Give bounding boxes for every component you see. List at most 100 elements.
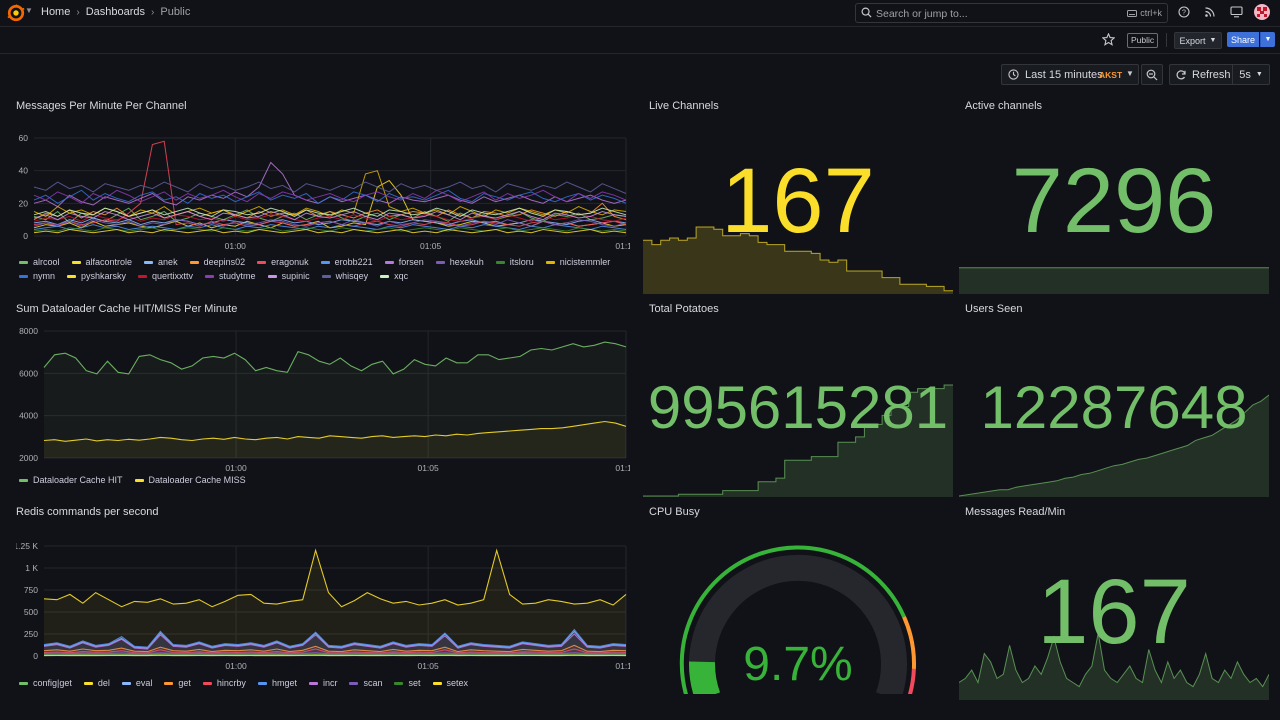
panel-dataloader[interactable]: Sum Dataloader Cache HIT/MISS Per Minute… <box>16 303 630 493</box>
x-tick-label: 01:10 <box>615 241 630 251</box>
legend-item[interactable]: whisqey <box>321 271 369 281</box>
legend-item[interactable]: setex <box>432 678 468 688</box>
legend-swatch <box>384 260 394 264</box>
zoom-out-button[interactable] <box>1141 64 1163 85</box>
legend-item[interactable]: itsloru <box>495 257 534 267</box>
panel-cpu-busy[interactable]: CPU Busy 9.7% <box>643 506 953 700</box>
legend-item[interactable]: nymn <box>19 271 55 281</box>
messages-chart[interactable]: 60 40 20 0 01:00 01:05 01:10 <box>16 126 630 281</box>
export-button[interactable]: Export ▼ <box>1174 32 1222 49</box>
series-line-anek[interactable] <box>33 217 627 226</box>
legend-item[interactable]: eragonuk <box>257 257 309 267</box>
legend-item[interactable]: incr <box>308 678 338 688</box>
panel-title: Active channels <box>965 100 1043 112</box>
breadcrumb-dashboards[interactable]: Dashboards <box>85 6 146 18</box>
grafana-logo-icon[interactable] <box>7 4 25 22</box>
legend-item[interactable]: set <box>394 678 421 688</box>
user-avatar-icon[interactable] <box>1254 4 1270 20</box>
legend-swatch <box>349 681 359 685</box>
legend-item[interactable]: hexekuh <box>435 257 484 267</box>
legend-label: nicistemmler <box>559 257 611 267</box>
series-line-dataloader-cache-hit[interactable] <box>43 341 627 375</box>
legend-label: anek <box>158 257 178 267</box>
legend-item[interactable]: pyshkarsky <box>67 271 126 281</box>
time-range-picker[interactable]: Last 15 minutes AKST ▼ <box>1001 64 1139 85</box>
legend-item[interactable]: config|get <box>19 678 72 688</box>
panel-live-channels[interactable]: Live Channels 167 <box>643 100 953 294</box>
legend-item[interactable]: studytme <box>205 271 256 281</box>
menu-chevron-icon[interactable]: ▼ <box>25 6 33 15</box>
legend-item[interactable]: nicistemmler <box>545 257 611 267</box>
legend-item[interactable]: alrcool <box>19 257 60 267</box>
legend-item[interactable]: scan <box>349 678 382 688</box>
rss-icon[interactable] <box>1202 4 1218 20</box>
legend-item[interactable]: Dataloader Cache MISS <box>134 475 246 485</box>
breadcrumb-home[interactable]: Home <box>41 6 71 18</box>
series-line-del[interactable] <box>43 548 627 608</box>
series-line-quertixxttv[interactable] <box>33 214 627 222</box>
legend-item[interactable]: hincrby <box>202 678 246 688</box>
time-range-label: Last 15 minutes <box>1025 69 1103 81</box>
legend-item[interactable]: deepins02 <box>189 257 245 267</box>
legend-item[interactable]: xqc <box>380 271 408 281</box>
sparkline-area <box>643 385 953 497</box>
search-input[interactable] <box>874 5 1108 23</box>
legend-item[interactable]: eval <box>121 678 153 688</box>
series-line-studytme[interactable] <box>33 189 627 204</box>
series-line-supinic[interactable] <box>33 210 627 221</box>
series-line-pyshkarsky[interactable] <box>33 228 627 234</box>
sparkline-line <box>643 384 953 497</box>
legend-item[interactable]: hmget <box>257 678 297 688</box>
legend-label: erobb221 <box>334 257 373 267</box>
series-line-eval[interactable] <box>43 630 627 649</box>
legend-item[interactable]: forsen <box>384 257 424 267</box>
share-button[interactable]: Share <box>1227 32 1259 47</box>
legend-swatch <box>138 274 148 278</box>
series-line-incr[interactable] <box>43 633 627 650</box>
panel-total-potatoes[interactable]: Total Potatoes 995615281 <box>643 303 953 497</box>
dataloader-chart[interactable]: 8000 6000 4000 2000 01:00 01:05 01:10 <box>16 321 630 486</box>
refresh-button[interactable]: Refresh <box>1169 64 1233 85</box>
y-tick-label: 60 <box>19 133 29 143</box>
y-tick-label: 1 K <box>25 563 38 573</box>
legend-label: whisqey <box>335 271 369 281</box>
legend-label: incr <box>322 678 338 688</box>
series-line-whisqey[interactable] <box>33 181 627 194</box>
series-line-scan[interactable] <box>43 652 627 655</box>
legend-item[interactable]: erobb221 <box>320 257 373 267</box>
monitor-icon[interactable] <box>1228 4 1244 20</box>
stat-value: 167 <box>1037 561 1191 663</box>
star-icon[interactable] <box>1102 33 1115 46</box>
series-line-nymn[interactable] <box>33 189 627 204</box>
redis-chart[interactable]: 1.25 K 1 K 750 500 250 0 01:00 01:05 01:10 <box>16 534 630 699</box>
panel-users-seen[interactable]: Users Seen 12287648 <box>959 303 1269 497</box>
x-tick-label: 01:00 <box>225 463 247 473</box>
legend-item[interactable]: anek <box>144 257 178 267</box>
gauge-value-arc <box>689 661 721 694</box>
panel-messages-per-channel[interactable]: Messages Per Minute Per Channel 60 40 20 0 0… <box>16 100 630 290</box>
legend-label: eval <box>135 678 153 688</box>
legend-item[interactable]: supinic <box>267 271 310 281</box>
panel-active-channels[interactable]: Active channels 7296 <box>959 100 1269 294</box>
legend-label: scan <box>363 678 383 688</box>
series-line-hmget[interactable] <box>43 628 627 648</box>
panel-redis[interactable]: Redis commands per second 1.25 K 1 K 750 50… <box>16 506 630 696</box>
series-line-get[interactable] <box>43 644 627 653</box>
share-dropdown-button[interactable]: ▼ <box>1260 32 1275 47</box>
legend-item[interactable]: quertixxttv <box>138 271 193 281</box>
refresh-interval-picker[interactable]: 5s ▼ <box>1233 64 1270 85</box>
legend-item[interactable]: alfacontrole <box>71 257 132 267</box>
series-line-erobb221[interactable] <box>33 224 627 231</box>
panel-messages-read[interactable]: Messages Read/Min 167 <box>959 506 1269 700</box>
series-line-dataloader-cache-miss[interactable] <box>43 420 627 442</box>
series-line-hincrby[interactable] <box>43 648 627 654</box>
search-box[interactable]: ctrl+k <box>855 3 1168 23</box>
y-tick-label: 2000 <box>19 453 38 463</box>
legend-item[interactable]: Dataloader Cache HIT <box>19 475 123 485</box>
series-line-xqc[interactable] <box>33 207 627 217</box>
clock-icon <box>1008 69 1019 80</box>
legend-item[interactable]: del <box>83 678 110 688</box>
legend-item[interactable]: get <box>164 678 191 688</box>
help-icon[interactable]: ? <box>1176 4 1192 20</box>
series-line-hexekuh[interactable] <box>33 219 627 227</box>
